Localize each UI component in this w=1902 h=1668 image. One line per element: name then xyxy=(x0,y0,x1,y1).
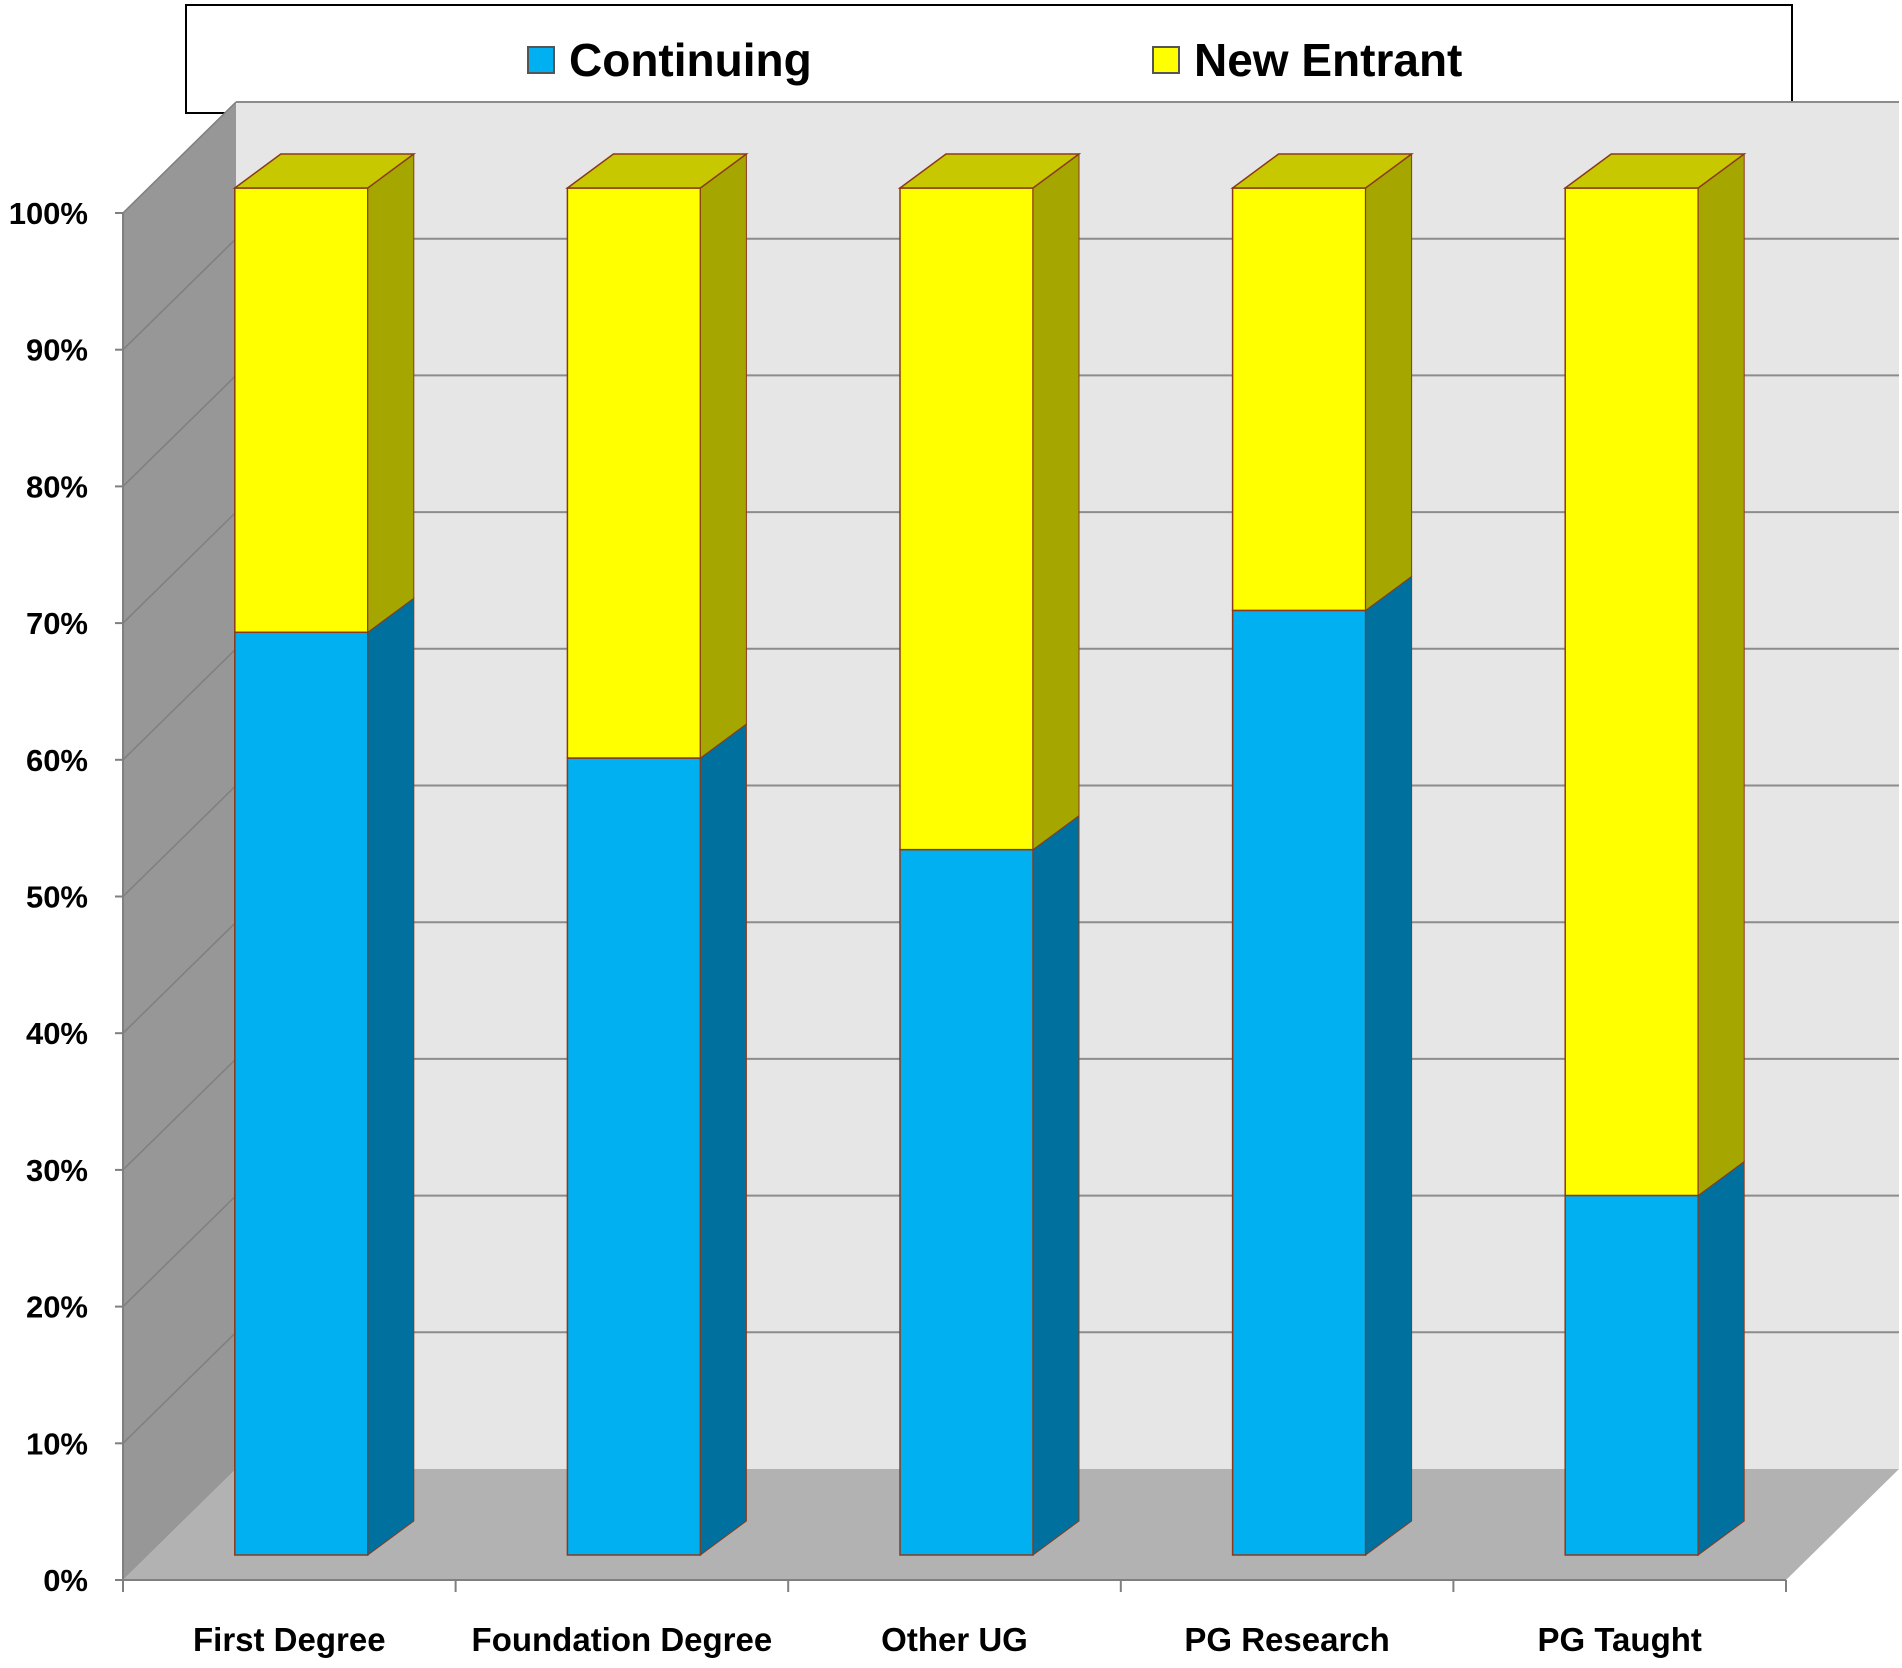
bar-continuing xyxy=(899,848,1034,1556)
bar-side-new-entrant xyxy=(1032,153,1080,851)
bar-side-continuing xyxy=(367,597,415,1556)
y-tick-label: 70% xyxy=(26,606,88,641)
x-tick-label: First Degree xyxy=(193,1621,386,1658)
bar-side-continuing xyxy=(1697,1160,1745,1556)
side-gridline xyxy=(122,101,237,214)
x-tick-label: Foundation Degree xyxy=(472,1621,773,1658)
legend-swatch-new-entrant xyxy=(1152,46,1180,74)
bar-new-entrant xyxy=(566,187,702,759)
y-tick-label: 30% xyxy=(26,1153,88,1188)
legend: Continuing New Entrant xyxy=(185,4,1793,114)
bar-side-continuing xyxy=(699,723,747,1556)
legend-label-new-entrant: New Entrant xyxy=(1194,34,1463,86)
bar-continuing xyxy=(566,757,702,1556)
x-tick-label: Other UG xyxy=(881,1621,1028,1658)
side-gridline xyxy=(122,1058,237,1171)
bar-top-new-entrant xyxy=(565,153,749,189)
x-tick-label: PG Research xyxy=(1184,1621,1389,1658)
side-gridline xyxy=(122,238,237,351)
y-tick-label: 10% xyxy=(26,1426,88,1461)
bar-side-new-entrant xyxy=(1365,153,1413,612)
y-tick-label: 20% xyxy=(26,1290,88,1325)
x-tick-label: PG Taught xyxy=(1538,1621,1702,1658)
bar-top-new-entrant xyxy=(1230,153,1414,189)
legend-item-continuing: Continuing xyxy=(527,34,812,86)
bar-new-entrant xyxy=(1231,187,1367,612)
bar-new-entrant xyxy=(234,187,369,634)
side-gridline xyxy=(122,784,237,898)
side-gridline xyxy=(122,511,237,624)
bar-side-new-entrant xyxy=(367,153,415,634)
side-gridline xyxy=(122,374,237,487)
y-tick-label: 80% xyxy=(26,469,88,504)
side-gridline xyxy=(122,648,237,761)
side-gridline xyxy=(122,1331,237,1444)
bar-new-entrant xyxy=(899,187,1034,851)
bar-side-new-entrant xyxy=(1697,153,1745,1197)
bar-continuing xyxy=(234,631,369,1556)
legend-swatch-continuing xyxy=(527,46,555,74)
bar-top-new-entrant xyxy=(232,153,417,189)
y-tick-label: 40% xyxy=(26,1016,88,1051)
bar-continuing xyxy=(1564,1194,1699,1556)
bar-side-new-entrant xyxy=(699,153,747,760)
bar-side-continuing xyxy=(1365,575,1413,1556)
y-tick-label: 50% xyxy=(26,880,88,915)
bar-new-entrant xyxy=(1564,187,1699,1197)
bar-top-new-entrant xyxy=(897,153,1082,189)
side-gridline xyxy=(122,1195,237,1308)
bar-continuing xyxy=(1231,609,1367,1556)
legend-label-continuing: Continuing xyxy=(569,34,812,86)
y-tick-label: 100% xyxy=(9,196,88,231)
y-tick-label: 90% xyxy=(26,333,88,368)
side-gridline xyxy=(122,921,237,1034)
bar-top-new-entrant xyxy=(1562,153,1747,189)
legend-item-new-entrant: New Entrant xyxy=(1152,34,1462,86)
bar-side-continuing xyxy=(1032,814,1080,1556)
y-tick-label: 0% xyxy=(43,1563,88,1598)
y-tick-label: 60% xyxy=(26,743,88,778)
